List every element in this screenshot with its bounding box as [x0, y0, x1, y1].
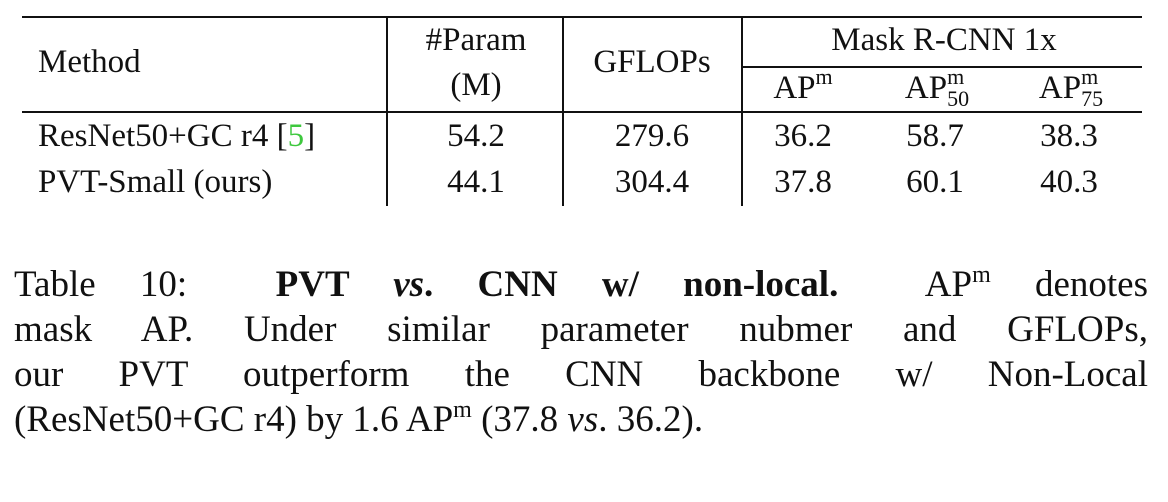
header-bottom-rule	[22, 111, 1142, 113]
header-ap: APm	[773, 64, 833, 107]
caption-line-1: Table 10: PVT vs. CNN w/ non-local. APm …	[14, 262, 1149, 305]
header-gflops: GFLOPs	[593, 44, 711, 80]
row1-gflops: 279.6	[614, 118, 690, 154]
row2-gflops: 304.4	[614, 164, 690, 200]
header-param-line2: (M)	[450, 67, 502, 103]
row1-method: ResNet50+GC r4 [5]	[38, 118, 316, 154]
row1-ap: 36.2	[774, 118, 832, 154]
citation-link[interactable]: 5	[287, 118, 305, 154]
row2-ap: 37.8	[774, 164, 832, 200]
header-param-line1: #Param	[425, 22, 527, 58]
column-divider	[386, 16, 388, 206]
caption-line-3: our PVT outperform the CNN backbone w/ N…	[14, 354, 1148, 395]
row1-ap75: 38.3	[1040, 118, 1098, 154]
header-ap50: AP m 50	[904, 64, 970, 111]
table-top-rule	[22, 16, 1142, 18]
table-caption: Table 10: PVT vs. CNN w/ non-local. APm …	[14, 262, 1148, 442]
row2-ap50: 60.1	[906, 164, 964, 200]
row1-param: 54.2	[447, 118, 505, 154]
header-ap75: AP m 75	[1038, 64, 1104, 111]
column-divider	[741, 16, 743, 206]
header-method: Method	[38, 44, 141, 80]
results-table: Method #Param (M) GFLOPs Mask R-CNN 1x A…	[0, 0, 1168, 220]
row2-ap75: 40.3	[1040, 164, 1098, 200]
caption-line-4: (ResNet50+GC r4) by 1.6 APm (37.8 vs. 36…	[14, 397, 704, 440]
row2-method: PVT-Small (ours)	[38, 164, 273, 200]
column-divider	[562, 16, 564, 206]
row2-param: 44.1	[447, 164, 505, 200]
header-group: Mask R-CNN 1x	[831, 22, 1057, 58]
row1-ap50: 58.7	[906, 118, 964, 154]
caption-line-2: mask AP. Under similar parameter nubmer …	[14, 309, 1148, 350]
group-sub-rule	[742, 66, 1142, 68]
